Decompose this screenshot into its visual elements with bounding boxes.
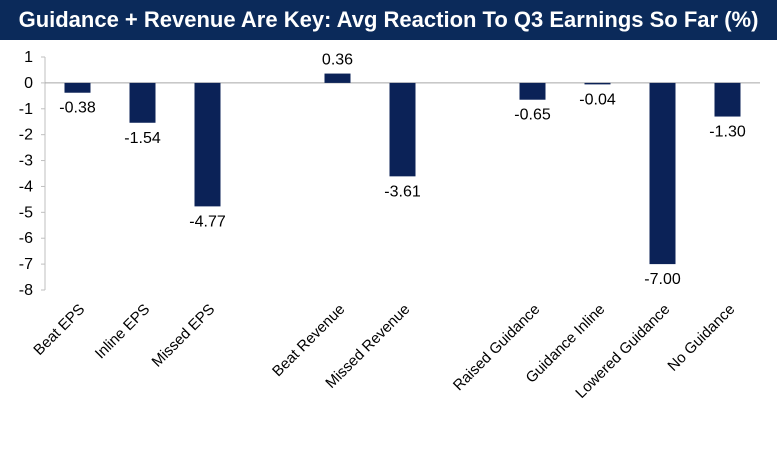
data-label: -0.65: [514, 107, 551, 124]
y-tick-label: -2: [19, 127, 33, 144]
data-label: -1.54: [124, 130, 161, 147]
y-tick-label: -8: [19, 282, 33, 299]
data-label: -0.38: [59, 100, 96, 117]
y-tick-label: -6: [19, 230, 33, 247]
data-label: 0.36: [322, 52, 353, 69]
category-label: No Guidance: [664, 301, 738, 375]
bar: [324, 73, 351, 83]
y-tick-label: -4: [19, 178, 33, 195]
data-label: -0.04: [579, 91, 616, 108]
data-label: -1.30: [709, 124, 746, 141]
bar: [714, 82, 741, 117]
bar: [519, 82, 546, 100]
chart-title: Guidance + Revenue Are Key: Avg Reaction…: [18, 7, 759, 32]
y-tick-label: -7: [19, 256, 33, 273]
category-label: Inline EPS: [92, 301, 154, 363]
y-tick-label: -1: [19, 101, 33, 118]
bar: [64, 82, 91, 93]
y-tick-label: 0: [24, 75, 33, 92]
y-tick-label: -3: [19, 153, 33, 170]
title-bar: Guidance + Revenue Are Key: Avg Reaction…: [0, 0, 777, 40]
bar: [129, 82, 156, 123]
category-label: Beat EPS: [30, 301, 88, 359]
bar: [389, 82, 416, 177]
data-label: -3.61: [384, 183, 421, 200]
data-label: -4.77: [189, 213, 226, 230]
y-tick-label: -5: [19, 204, 33, 221]
bar: [649, 82, 676, 265]
bar: [194, 82, 221, 207]
bar: [584, 82, 611, 85]
data-label: -7.00: [644, 271, 681, 288]
y-tick-label: 1: [24, 49, 33, 66]
category-label: Missed EPS: [149, 301, 219, 371]
